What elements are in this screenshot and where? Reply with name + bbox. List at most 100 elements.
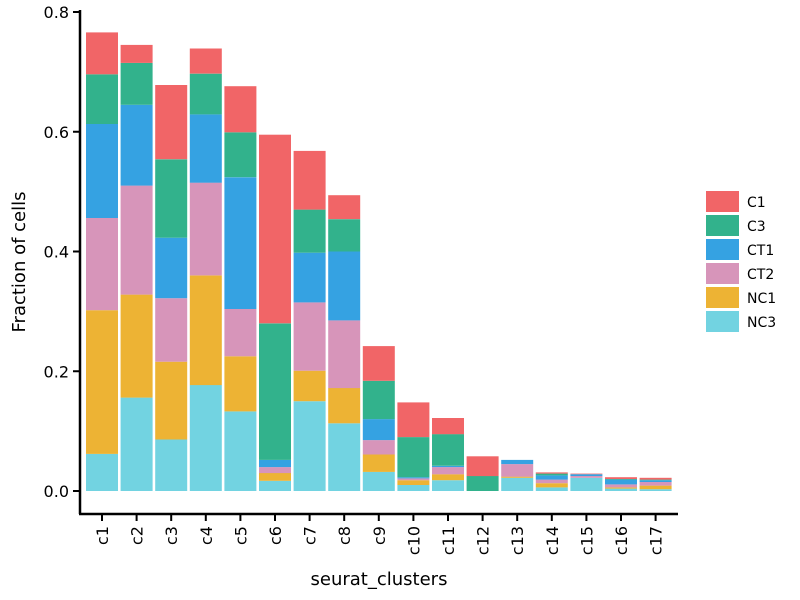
bar-c7-nc3	[293, 401, 326, 491]
bar-c10-ct2	[397, 478, 430, 481]
bar-c16-c3	[605, 479, 637, 480]
bar-c7-c1	[293, 150, 326, 210]
bar-c4-nc3	[189, 385, 222, 491]
legend-label-c3: C3	[747, 219, 766, 235]
bar-c2-ct2	[120, 185, 153, 295]
bar-c1-c1	[86, 32, 118, 75]
bar-c12-c1	[466, 456, 499, 477]
bars-layer	[86, 32, 672, 491]
bar-c10-nc1	[397, 480, 430, 485]
y-axis-title: Fraction of cells	[9, 192, 30, 333]
y-tick-label: 0.2	[44, 362, 69, 381]
x-tick-label-c1: c1	[93, 526, 112, 545]
legend-label-c1: C1	[747, 195, 766, 211]
bar-c9-c1	[362, 346, 395, 381]
x-tick-label-c5: c5	[231, 526, 250, 545]
bar-c4-ct1	[189, 114, 222, 183]
bar-c16-nc1	[605, 487, 637, 489]
bar-c15-ct2	[570, 476, 603, 478]
bar-c5-nc1	[224, 356, 257, 412]
bar-c13-ct1	[501, 459, 534, 465]
bar-c10-ct1	[397, 477, 430, 479]
x-tick-label-c2: c2	[128, 526, 147, 545]
y-tick-label: 0.6	[44, 123, 69, 142]
bar-c2-ct1	[120, 104, 153, 186]
bar-c16-nc3	[605, 488, 637, 491]
bar-c14-nc3	[535, 487, 568, 491]
bar-c2-nc1	[120, 294, 153, 398]
bar-c11-c3	[432, 434, 464, 466]
bar-c17-c1	[639, 477, 672, 480]
x-tick-label-c9: c9	[370, 526, 389, 545]
legend-label-nc1: NC1	[747, 291, 776, 307]
bar-c3-nc1	[155, 361, 188, 440]
bar-c4-c3	[189, 73, 222, 115]
x-tick-label-c10: c10	[404, 526, 423, 555]
bar-c11-ct2	[432, 467, 464, 475]
x-tick-label-c11: c11	[439, 526, 458, 555]
x-tick-label-c14: c14	[543, 526, 562, 555]
bar-c14-ct1	[535, 475, 568, 480]
bar-c17-ct2	[639, 482, 672, 486]
bar-c6-c3	[259, 323, 291, 460]
bar-c10-nc3	[397, 485, 430, 491]
bar-c11-c1	[432, 418, 464, 435]
bar-c1-c3	[86, 74, 118, 124]
x-tick-label-c12: c12	[474, 526, 493, 555]
bar-c9-c3	[362, 380, 395, 420]
x-tick-label-c6: c6	[266, 526, 285, 545]
legend-label-ct1: CT1	[747, 243, 774, 259]
bar-c5-c3	[224, 132, 257, 178]
bar-c15-nc3	[570, 477, 603, 491]
bar-c2-c3	[120, 62, 153, 105]
y-tick-label: 0.0	[44, 482, 69, 501]
legend-label-ct2: CT2	[747, 267, 774, 283]
bar-c15-ct1	[570, 474, 603, 476]
bar-c6-c1	[259, 134, 291, 324]
legend-swatch-ct1	[706, 239, 739, 260]
bar-c13-ct2	[501, 464, 534, 477]
bar-c7-ct1	[293, 252, 326, 303]
bar-c3-ct2	[155, 298, 188, 362]
legend: C1 C3 CT1 CT2 NC1 NC3	[706, 191, 776, 332]
bar-c4-c1	[189, 48, 222, 74]
bar-c17-ct1	[639, 480, 672, 482]
bar-c5-nc3	[224, 411, 257, 491]
x-tick-label-c15: c15	[577, 526, 596, 555]
bar-c15-c1	[570, 473, 603, 475]
bar-c12-c3	[466, 476, 499, 491]
bar-c2-nc3	[120, 397, 153, 491]
bar-c17-nc3	[639, 489, 672, 491]
bar-c8-c1	[328, 195, 361, 220]
bar-c1-ct2	[86, 218, 118, 311]
bar-c8-ct2	[328, 320, 361, 389]
bar-c16-ct1	[605, 479, 637, 485]
y-tick-label: 0.4	[44, 243, 69, 262]
bar-c9-nc1	[362, 454, 395, 472]
bar-c13-nc3	[501, 477, 534, 491]
bar-c11-ct1	[432, 465, 464, 468]
bar-c3-ct1	[155, 237, 188, 299]
bar-c9-ct1	[362, 419, 395, 441]
bar-c8-nc1	[328, 388, 361, 424]
bar-c3-nc3	[155, 439, 188, 491]
bar-c3-c3	[155, 159, 188, 238]
bar-c13-nc1	[501, 476, 534, 478]
bar-c5-ct2	[224, 309, 257, 357]
y-ticks: 0.0 0.2 0.4 0.6 0.8	[44, 3, 80, 501]
bar-c17-c3	[639, 479, 672, 481]
x-ticks: c1 c2 c3 c4 c5 c6 c7 c8 c9 c10 c11 c12 c13 c14 c15 c16 c…	[93, 514, 666, 555]
bar-c8-nc3	[328, 423, 361, 491]
bar-c16-c1	[605, 477, 637, 479]
bar-c1-ct1	[86, 124, 118, 218]
bar-c14-ct2	[535, 479, 568, 484]
x-tick-label-c17: c17	[647, 526, 666, 555]
bar-c1-nc1	[86, 310, 118, 454]
bar-c11-nc1	[432, 474, 464, 481]
bar-c14-c3	[535, 473, 568, 476]
x-axis-title: seurat_clusters	[311, 569, 448, 590]
bar-c9-nc3	[362, 471, 395, 491]
legend-swatch-ct2	[706, 263, 739, 284]
bar-c14-c1	[535, 472, 568, 474]
bar-c4-ct2	[189, 182, 222, 276]
